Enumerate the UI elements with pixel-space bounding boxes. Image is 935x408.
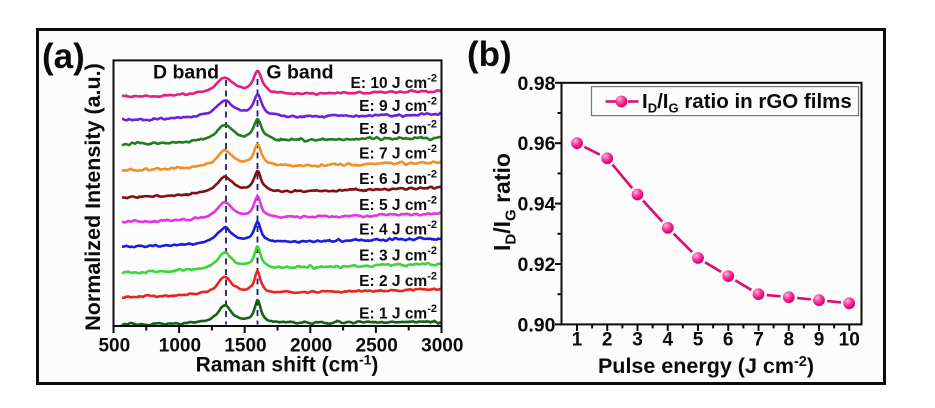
svg-text:3000: 3000 [421, 336, 463, 357]
svg-text:2000: 2000 [290, 336, 332, 357]
svg-text:E: 7 J cm-2: E: 7 J cm-2 [359, 143, 437, 163]
svg-text:E: 10 J cm-2: E: 10 J cm-2 [351, 73, 437, 93]
svg-text:Raman shift (cm-1): Raman shift (cm-1) [196, 352, 379, 377]
svg-text:9: 9 [814, 330, 825, 351]
svg-text:E: 8 J cm-2: E: 8 J cm-2 [359, 119, 437, 139]
svg-text:10: 10 [839, 330, 860, 351]
svg-text:3: 3 [632, 330, 643, 351]
svg-text:0.96: 0.96 [518, 133, 556, 155]
svg-text:E: 3 J cm-2: E: 3 J cm-2 [359, 245, 437, 265]
svg-text:1: 1 [572, 330, 583, 351]
svg-text:E: 2 J cm-2: E: 2 J cm-2 [359, 270, 437, 290]
svg-text:(a): (a) [42, 37, 85, 76]
svg-text:E: 9 J cm-2: E: 9 J cm-2 [359, 95, 437, 115]
svg-text:ID/IG ratio: ID/IG ratio [489, 153, 520, 251]
svg-text:Pulse energy (J cm-2): Pulse energy (J cm-2) [598, 354, 814, 378]
svg-text:E: 1 J cm-2: E: 1 J cm-2 [359, 303, 437, 323]
svg-text:0.92: 0.92 [518, 254, 556, 276]
svg-text:6: 6 [723, 330, 734, 351]
svg-text:Normalized Intensity (a.u.): Normalized Intensity (a.u.) [81, 63, 105, 331]
svg-text:(b): (b) [467, 35, 512, 74]
svg-text:G band: G band [266, 62, 333, 84]
svg-text:E: 4 J cm-2: E: 4 J cm-2 [359, 219, 437, 239]
svg-text:1000: 1000 [159, 336, 201, 357]
svg-text:0.98: 0.98 [518, 73, 556, 95]
svg-text:7: 7 [753, 330, 764, 351]
svg-text:E: 6 J cm-2: E: 6 J cm-2 [359, 169, 437, 189]
svg-text:D band: D band [153, 62, 219, 84]
svg-text:5: 5 [693, 330, 704, 351]
svg-text:4: 4 [663, 330, 674, 351]
svg-text:500: 500 [98, 336, 130, 357]
svg-text:0.90: 0.90 [518, 314, 556, 336]
svg-text:2: 2 [602, 330, 613, 351]
svg-text:0.94: 0.94 [518, 194, 556, 216]
svg-text:2500: 2500 [356, 336, 398, 357]
svg-text:8: 8 [784, 330, 795, 351]
svg-text:1500: 1500 [224, 336, 266, 357]
svg-text:E: 5 J cm-2: E: 5 J cm-2 [359, 195, 437, 215]
